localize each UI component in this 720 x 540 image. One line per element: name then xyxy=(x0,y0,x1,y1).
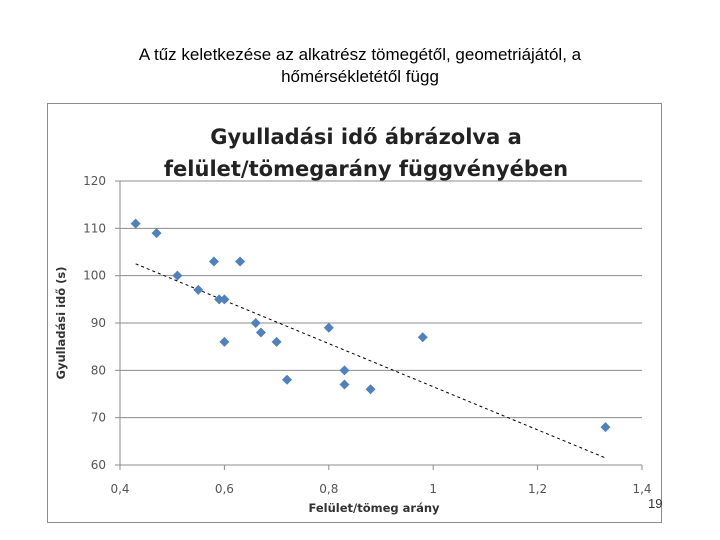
data-point xyxy=(271,336,282,347)
x-tick-label: 1 xyxy=(429,482,437,496)
x-tick-label: 0,4 xyxy=(110,482,129,496)
x-tick-label: 0,6 xyxy=(215,482,234,496)
slide-title-line2: hőmérsékletétől függ xyxy=(281,67,439,86)
axes: 60 70 80 90 100 110 120 0,4 0,6 0,8 1 1,2 1,4 xyxy=(83,174,651,496)
chart-frame: Gyulladási idő ábrázolva a felület/tömeg… xyxy=(47,103,662,523)
data-point xyxy=(339,365,350,376)
x-tick-label: 1,2 xyxy=(528,482,547,496)
data-point xyxy=(255,327,266,338)
y-tick-label: 80 xyxy=(91,363,106,377)
data-point xyxy=(339,379,350,390)
data-point xyxy=(219,294,230,305)
y-tick-label: 60 xyxy=(91,458,106,472)
page-number: 19 xyxy=(648,496,663,511)
data-point xyxy=(151,228,162,239)
chart-title-line2: felület/tömegarány függvényében xyxy=(164,157,568,181)
y-tick-label: 110 xyxy=(83,221,106,235)
data-point xyxy=(130,218,141,229)
data-point xyxy=(172,270,183,281)
scatter-chart: Gyulladási idő ábrázolva a felület/tömeg… xyxy=(54,125,652,515)
slide-title: A tűz keletkezése az alkatrész tömegétől… xyxy=(60,44,660,88)
y-tick-label: 120 xyxy=(83,174,106,188)
y-tick-label: 90 xyxy=(91,316,106,330)
x-tick-label: 0,8 xyxy=(319,482,338,496)
data-point xyxy=(219,336,230,347)
data-point xyxy=(365,384,376,395)
data-point xyxy=(250,318,261,328)
trendline xyxy=(135,263,606,459)
data-point xyxy=(193,284,204,295)
y-axis-label: Gyulladási idő (s) xyxy=(54,267,68,380)
trendline-group xyxy=(135,263,606,459)
chart-title-line1: Gyulladási idő ábrázolva a xyxy=(210,125,522,149)
x-axis-label: Felület/tömeg arány xyxy=(308,501,440,515)
x-tick-label: 1,4 xyxy=(632,482,651,496)
data-point xyxy=(600,422,611,433)
data-point xyxy=(417,332,428,343)
slide-title-line1: A tűz keletkezése az alkatrész tömegétől… xyxy=(138,45,582,64)
grid-lines xyxy=(120,180,642,419)
data-point xyxy=(323,322,334,333)
data-point xyxy=(214,294,225,305)
data-point xyxy=(282,374,293,385)
data-point xyxy=(208,256,219,267)
y-tick-label: 100 xyxy=(83,269,106,283)
data-points xyxy=(130,218,611,433)
y-tick-label: 70 xyxy=(91,411,106,425)
data-point xyxy=(235,256,246,267)
